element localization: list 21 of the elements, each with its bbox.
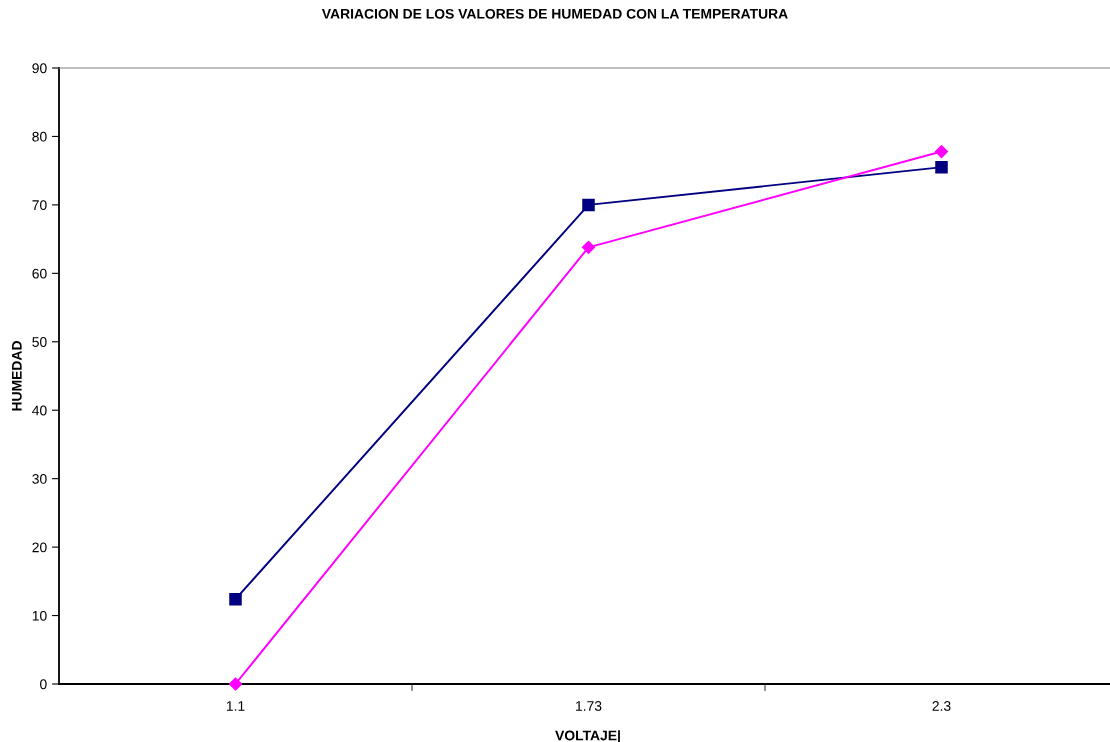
y-tick-label: 80	[32, 131, 47, 142]
y-tick-label: 40	[32, 405, 47, 416]
x-tick-label: 2.3	[932, 701, 951, 711]
y-tick-label: 30	[32, 474, 47, 484]
point	[934, 144, 949, 159]
point	[935, 160, 948, 174]
y-tick-label: 0	[40, 679, 47, 690]
point	[228, 677, 243, 691]
point	[229, 592, 242, 606]
y-tick-label: 50	[32, 337, 47, 347]
point	[582, 198, 595, 212]
y-tick-label: 20	[32, 542, 47, 553]
chart-title: VARIACION DE LOS VALORES DE HUMEDAD CON LA TEMPERATURA	[321, 8, 788, 19]
point	[581, 240, 596, 254]
y-tick-label: 60	[32, 268, 47, 279]
y-tick-label: 90	[32, 63, 47, 74]
x-tick-label: 1.73	[576, 701, 602, 711]
y-tick-label: 10	[32, 610, 47, 621]
y-tick-label: 70	[32, 200, 47, 211]
y-axis-title: HUMEDAD	[12, 341, 22, 411]
x-tick-label: 1.1	[226, 701, 245, 711]
